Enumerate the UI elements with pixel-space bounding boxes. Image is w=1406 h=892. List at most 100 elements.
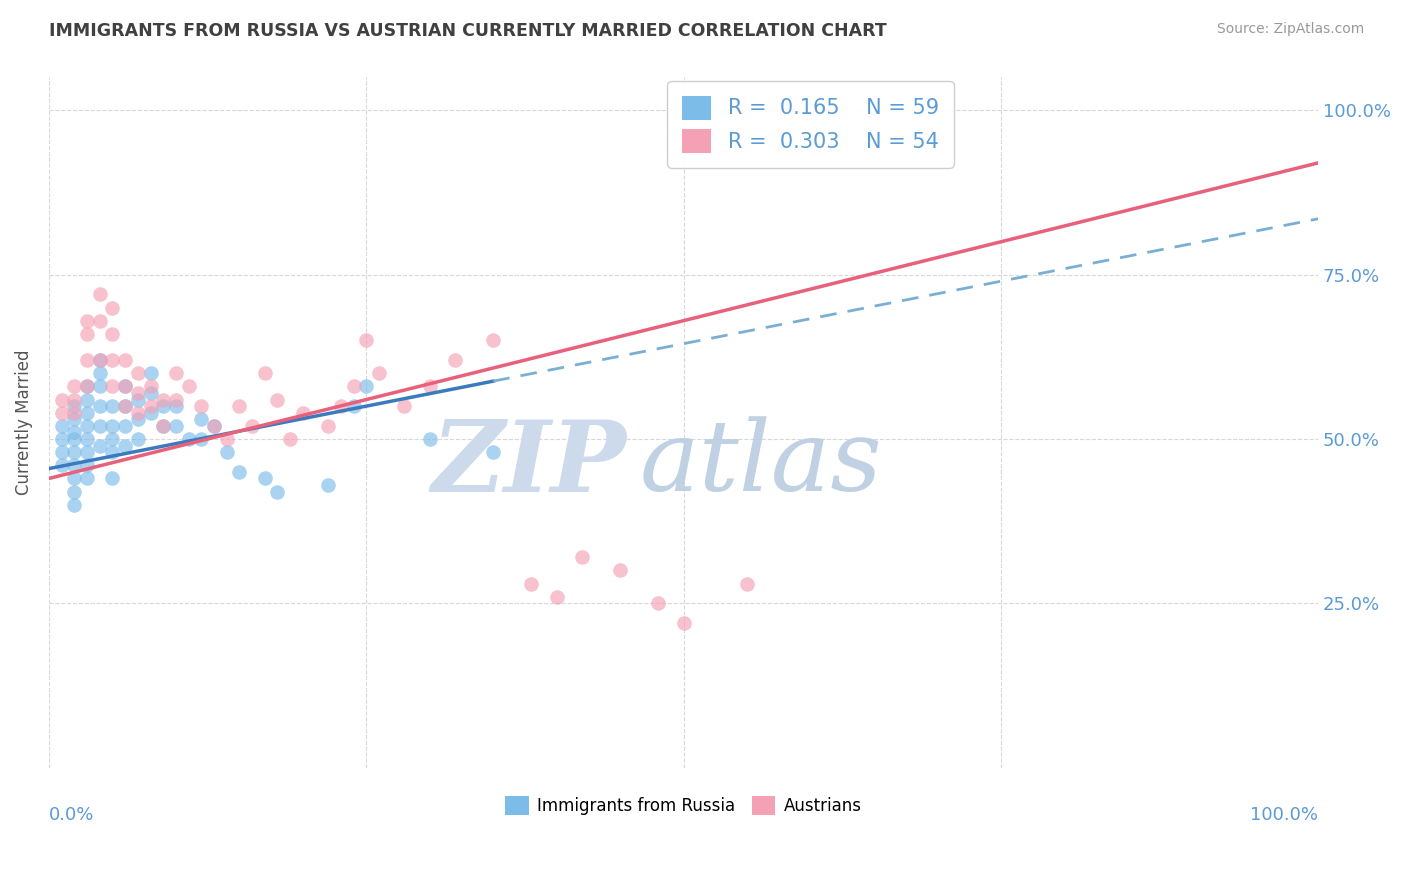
Text: 100.0%: 100.0% [1250,805,1319,823]
Point [202,418,225,433]
Point [165,392,187,407]
Point [101,418,124,433]
Point [266,392,288,407]
Point [177,379,200,393]
Point [51,458,73,473]
Point [127,406,149,420]
Point [215,432,238,446]
Point [647,596,669,610]
Y-axis label: Currently Married: Currently Married [15,350,32,495]
Point [63,445,86,459]
Point [76,471,98,485]
Point [76,418,98,433]
Point [63,399,86,413]
Point [177,432,200,446]
Point [76,432,98,446]
Point [51,406,73,420]
Point [76,379,98,393]
Point [253,366,276,380]
Point [139,406,162,420]
Point [356,334,378,348]
Point [101,301,124,315]
Point [101,432,124,446]
Point [139,399,162,413]
Point [190,432,212,446]
Point [63,471,86,485]
Point [394,399,416,413]
Point [89,399,111,413]
Point [101,399,124,413]
Point [63,425,86,440]
Point [76,458,98,473]
Point [89,353,111,368]
Point [89,439,111,453]
Point [356,379,378,393]
Point [152,392,174,407]
Point [329,399,352,413]
Point [101,326,124,341]
Point [51,392,73,407]
Point [165,418,187,433]
Point [89,314,111,328]
Point [316,418,339,433]
Point [253,471,276,485]
Point [63,406,86,420]
Point [342,399,364,413]
Point [51,445,73,459]
Point [368,366,391,380]
Point [114,379,136,393]
Point [202,418,225,433]
Point [63,458,86,473]
Point [89,353,111,368]
Point [76,353,98,368]
Point [419,432,441,446]
Point [152,399,174,413]
Point [63,432,86,446]
Point [76,406,98,420]
Point [114,418,136,433]
Point [228,465,250,479]
Point [127,392,149,407]
Point [63,379,86,393]
Point [63,392,86,407]
Point [114,439,136,453]
Point [291,406,314,420]
Point [89,366,111,380]
Point [127,386,149,401]
Text: IMMIGRANTS FROM RUSSIA VS AUSTRIAN CURRENTLY MARRIED CORRELATION CHART: IMMIGRANTS FROM RUSSIA VS AUSTRIAN CURRE… [49,22,887,40]
Point [76,445,98,459]
Point [190,399,212,413]
Point [76,314,98,328]
Point [482,445,505,459]
Text: atlas: atlas [640,417,882,512]
Point [89,379,111,393]
Point [152,418,174,433]
Point [101,471,124,485]
Point [278,432,301,446]
Point [51,432,73,446]
Point [101,445,124,459]
Point [672,616,695,631]
Point [127,412,149,426]
Text: 0.0%: 0.0% [49,805,94,823]
Point [114,353,136,368]
Point [63,498,86,512]
Point [444,353,467,368]
Point [89,418,111,433]
Point [51,418,73,433]
Point [165,366,187,380]
Point [342,379,364,393]
Point [316,478,339,492]
Point [735,576,758,591]
Point [139,386,162,401]
Point [127,432,149,446]
Text: ZIP: ZIP [432,416,627,512]
Point [266,484,288,499]
Point [419,379,441,393]
Point [127,366,149,380]
Text: Source: ZipAtlas.com: Source: ZipAtlas.com [1216,22,1364,37]
Point [114,399,136,413]
Point [63,412,86,426]
Point [63,484,86,499]
Point [89,287,111,301]
